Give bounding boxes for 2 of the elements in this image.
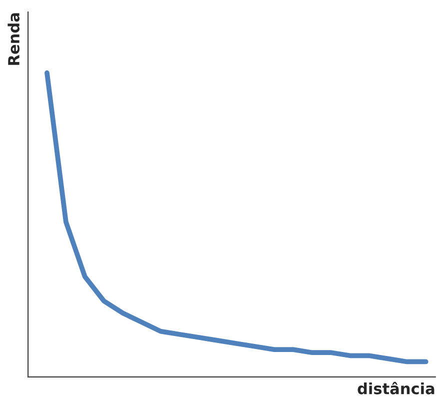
y-axis-title: Renda [8, 13, 20, 65]
x-axis-title: distância [358, 382, 434, 394]
